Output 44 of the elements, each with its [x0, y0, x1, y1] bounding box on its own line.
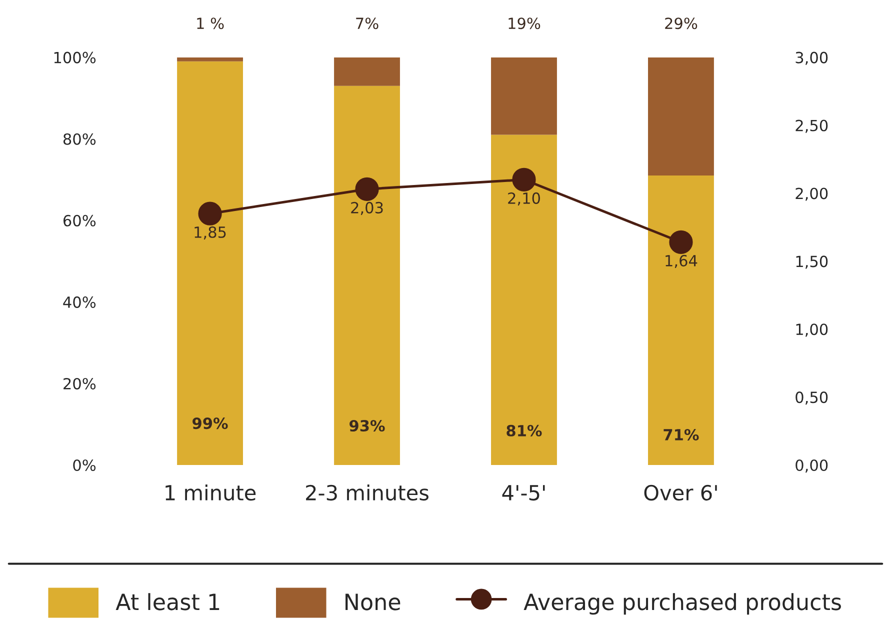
- data-label: 19%: [508, 18, 540, 30]
- data-label: 93%: [350, 420, 385, 432]
- y2-tick-label: 2,50: [796, 120, 828, 133]
- data-label: 7%: [356, 18, 378, 30]
- bar: [334, 86, 400, 466]
- data-label: 1,64: [666, 254, 698, 268]
- bar: [491, 134, 557, 466]
- x-tick-label: Over 6': [644, 484, 717, 501]
- bar: [648, 176, 714, 466]
- bar: [334, 57, 400, 86]
- bar: [491, 57, 557, 135]
- y2-tick-label: 0,00: [796, 459, 828, 473]
- y2-tick-label: 1,00: [796, 324, 828, 337]
- data-label: 81%: [506, 424, 542, 436]
- legend-label: None: [346, 594, 400, 610]
- legend-label: At least 1: [116, 593, 220, 610]
- y2-tick-label: 0,50: [796, 392, 828, 405]
- y2-tick-label: 3,00: [796, 52, 828, 65]
- y2-tick-label: 1,50: [796, 256, 828, 269]
- y-tick-label: 80%: [63, 133, 96, 145]
- bar: [177, 57, 243, 62]
- bar: [648, 57, 714, 176]
- data-label: 2,10: [508, 192, 540, 206]
- y-tick-label: 60%: [63, 214, 96, 226]
- legend-label: Average purchased products: [524, 593, 841, 615]
- data-label: 2,03: [351, 202, 383, 216]
- y-tick-label: 40%: [63, 296, 96, 308]
- data-label: 1,85: [194, 226, 226, 240]
- point: [669, 230, 693, 254]
- y-tick-label: 20%: [64, 378, 96, 390]
- bar: [177, 61, 243, 466]
- data-label: 99%: [192, 418, 228, 430]
- y2-tick-label: 2,00: [796, 188, 828, 201]
- point: [198, 202, 222, 226]
- data-label: 29%: [665, 18, 698, 30]
- x-tick-label: 2-3 minutes: [306, 484, 428, 501]
- y-tick-label: 0%: [73, 459, 96, 472]
- point: [355, 177, 379, 201]
- y-tick-label: 100%: [54, 52, 96, 64]
- data-label: 1 %: [197, 18, 224, 30]
- data-label: 71%: [664, 428, 699, 440]
- x-tick-label: 1 minute: [166, 484, 256, 501]
- x-tick-label: 4'-5': [502, 485, 545, 501]
- point: [512, 168, 536, 192]
